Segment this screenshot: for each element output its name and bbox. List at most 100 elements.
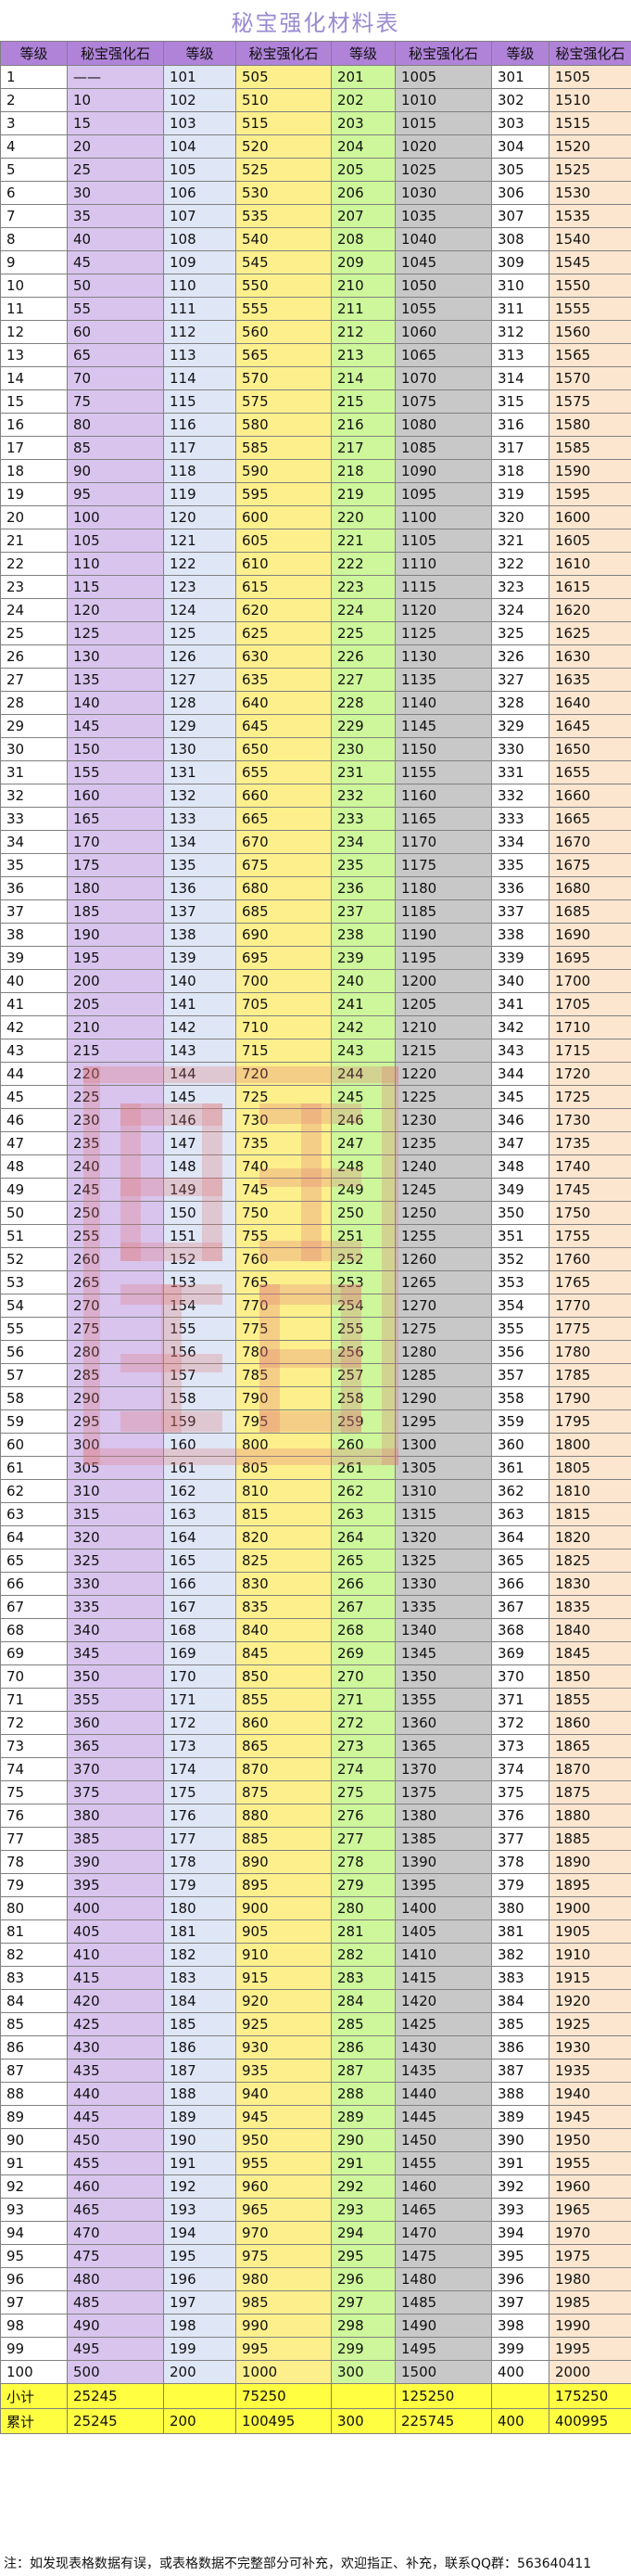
level-cell: 40 [0,969,68,993]
level-cell: 18 [0,459,68,483]
stone-cell: 910 [235,1943,332,1967]
stone-cell: 1055 [395,297,492,321]
stone-cell: 750 [235,1201,332,1225]
level-cell: 56 [0,1340,68,1364]
level-cell: 215 [331,389,396,414]
level-cell: 224 [331,598,396,622]
level-cell: 382 [491,1943,549,1967]
level-cell: 195 [163,2244,236,2268]
level-cell: 253 [331,1270,396,1294]
stone-cell: 1230 [395,1108,492,1132]
stone-cell: 1800 [549,1433,631,1457]
stone-cell: 1265 [395,1270,492,1294]
stone-cell: 1955 [549,2151,631,2175]
stone-cell: 115 [67,575,164,599]
stone-cell: 210 [67,1015,164,1039]
stone-cell: 1045 [395,250,492,274]
level-cell: 287 [331,2059,396,2083]
level-cell: 354 [491,1294,549,1318]
stone-cell: 955 [235,2151,332,2175]
level-cell: 238 [331,923,396,947]
stone-cell: 1170 [395,830,492,854]
stone-cell: 1510 [549,88,631,112]
table-row: 5 25 105 525 205 1025 305 1525 [0,158,631,182]
stone-cell: 965 [235,2198,332,2222]
stone-cell: 265 [67,1270,164,1294]
stone-cell: 1485 [395,2290,492,2315]
stone-cell: 1720 [549,1062,631,1086]
level-cell: 170 [163,1664,236,1689]
level-cell: 383 [491,1966,549,1990]
subtotal-cell: 75250 [235,2383,332,2409]
level-cell: 23 [0,575,68,599]
stone-cell: 485 [67,2290,164,2315]
stone-cell: 1685 [549,899,631,924]
level-cell: 188 [163,2082,236,2106]
level-cell: 173 [163,1734,236,1758]
table-row: 43 215 143 715 243 1215 343 1715 [0,1039,631,1063]
level-cell: 210 [331,274,396,298]
level-cell: 247 [331,1131,396,1155]
level-cell: 318 [491,459,549,483]
level-cell: 156 [163,1340,236,1364]
level-cell: 41 [0,992,68,1016]
level-cell: 177 [163,1827,236,1851]
level-cell: 122 [163,552,236,576]
level-cell: 339 [491,946,549,970]
level-cell: 372 [491,1711,549,1735]
table-row: 40 200 140 700 240 1200 340 1700 [0,969,631,993]
stone-cell: 1880 [549,1804,631,1828]
level-cell: 1 [0,65,68,89]
stone-cell: 500 [67,2360,164,2384]
stone-cell: 1655 [549,760,631,784]
table-row: 76 380 176 880 276 1380 376 1880 [0,1804,631,1828]
level-cell: 116 [163,413,236,437]
stone-cell: 610 [235,552,332,576]
stone-cell: 1865 [549,1734,631,1758]
material-table: 等级 秘宝强化石 等级 秘宝强化石 等级 秘宝强化石 等级 秘宝强化石 1 —— 1… [0,41,631,2434]
level-cell: 179 [163,1873,236,1897]
stone-cell: 1525 [549,158,631,182]
level-cell: 105 [163,158,236,182]
level-cell: 307 [491,204,549,228]
stone-cell: 1900 [549,1896,631,1920]
level-cell: 302 [491,88,549,112]
stone-cell: 1575 [549,389,631,414]
level-cell: 265 [331,1549,396,1573]
level-cell: 385 [491,2012,549,2036]
level-cell: 87 [0,2059,68,2083]
stone-cell: 225 [67,1085,164,1109]
stone-cell: 20 [67,134,164,159]
level-cell: 386 [491,2035,549,2060]
level-cell: 186 [163,2035,236,2060]
stone-cell: 1725 [549,1085,631,1109]
level-cell: 230 [331,737,396,761]
stone-cell: 1980 [549,2267,631,2291]
stone-cell: 330 [67,1572,164,1596]
stone-cell: 990 [235,2314,332,2338]
level-cell: 43 [0,1039,68,1063]
level-cell: 185 [163,2012,236,2036]
stone-cell: 295 [67,1409,164,1434]
stone-cell: 1705 [549,992,631,1016]
stone-cell: 1750 [549,1201,631,1225]
level-cell: 346 [491,1108,549,1132]
level-cell: 387 [491,2059,549,2083]
level-cell: 10 [0,274,68,298]
stone-cell: 1835 [549,1595,631,1619]
stone-cell: 780 [235,1340,332,1364]
table-row: 80 400 180 900 280 1400 380 1900 [0,1896,631,1920]
stone-cell: 640 [235,691,332,715]
table-row: 81 405 181 905 281 1405 381 1905 [0,1919,631,1944]
stone-cell: 1420 [395,1989,492,2013]
level-cell: 64 [0,1525,68,1549]
stone-cell: 570 [235,366,332,390]
level-cell: 268 [331,1618,396,1642]
level-cell: 125 [163,621,236,645]
level-cell: 91 [0,2151,68,2175]
table-row: 61 305 161 805 261 1305 361 1805 [0,1456,631,1480]
level-cell: 79 [0,1873,68,1897]
level-cell: 189 [163,2105,236,2129]
level-cell: 292 [331,2174,396,2199]
stone-cell: 1395 [395,1873,492,1897]
